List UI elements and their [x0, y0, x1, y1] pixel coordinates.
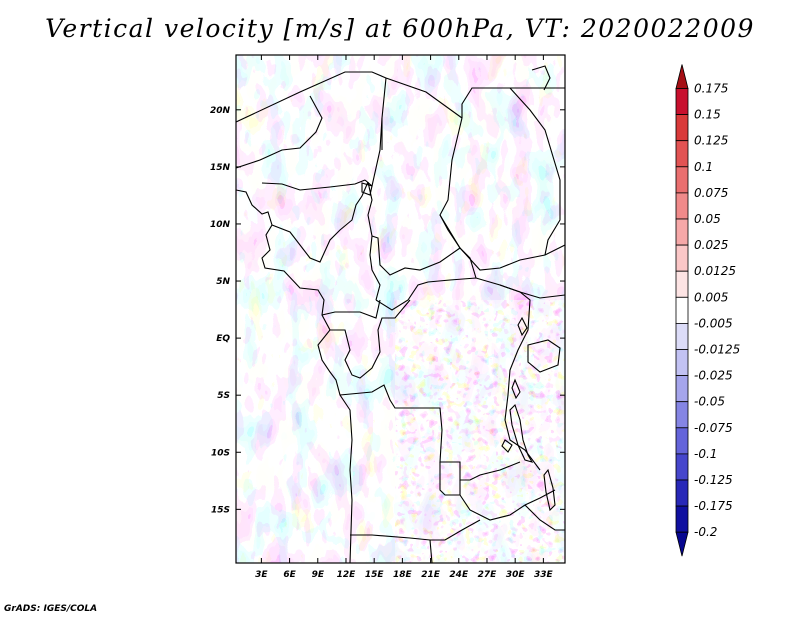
axis-ticks: 3E 6E 9E 12E 15E 18E 21E 24E 27E 30E 33E 20N 15N 10N 5… [210, 55, 565, 580]
border-angola-zambia [439, 462, 461, 496]
colorbar-label: 0.175 [694, 82, 728, 96]
lon-tick-label: 24E [449, 570, 469, 580]
colorbar-label: -0.125 [694, 473, 733, 487]
colorbar-bin [675, 270, 689, 298]
lat-tick-label: 10N [210, 220, 231, 230]
border-mali-niger [236, 95, 323, 169]
colorbar-bin [675, 166, 689, 194]
lake-kivu [511, 378, 521, 400]
border-niger-nigeria [261, 179, 366, 191]
colorbar-label: -0.2 [694, 525, 717, 539]
lon-tick-label: 18E [393, 570, 413, 580]
colorbar-bin [675, 192, 689, 220]
lat-tick-label: 15N [210, 163, 231, 173]
lat-tick-label: 5N [216, 277, 230, 287]
border-botswana [429, 539, 433, 563]
colorbar-label: 0.125 [694, 134, 728, 148]
colorbar-label: -0.1 [694, 447, 717, 461]
colorbar-label: -0.175 [694, 499, 733, 513]
colorbar-label: -0.025 [694, 369, 733, 383]
coastline-west-africa [236, 189, 353, 563]
border-zambia-south [459, 489, 556, 521]
border-libya-sudan [461, 87, 565, 118]
lat-tick-label: 10S [211, 448, 230, 458]
colorbar-bin [675, 218, 689, 246]
colorbar-bin [675, 401, 689, 429]
colorbar-bin [675, 114, 689, 142]
lake-victoria [527, 339, 561, 373]
lat-tick-label: EQ [216, 334, 230, 344]
colorbar-label: -0.075 [694, 421, 733, 435]
lake-mweru [501, 439, 513, 453]
colorbar-bin [675, 479, 689, 507]
border-chad-car [371, 235, 461, 276]
convective-cells-region [395, 300, 565, 563]
border-drc-angola [339, 384, 521, 481]
lake-chad [361, 182, 373, 196]
lon-tick-label: 3E [255, 570, 268, 580]
lon-tick-label: 27E [478, 570, 498, 580]
border-congo [330, 299, 411, 379]
border-drc-east [499, 284, 541, 471]
colorbar-label: 0.15 [694, 108, 721, 122]
lake-albert [517, 316, 528, 337]
country-borders [236, 65, 565, 563]
lon-tick-label: 6E [283, 570, 296, 580]
colorbar-bin [675, 427, 689, 455]
colorbar-label: 0.1 [694, 160, 713, 174]
map-title: Vertical velocity [m/s] at 600hPa, VT: 2… [45, 14, 755, 43]
colorbar-label: -0.005 [694, 316, 733, 330]
lon-tick-label: 30E [506, 570, 526, 580]
colorbar-bin [675, 375, 689, 403]
lat-tick-label: 5S [217, 391, 230, 401]
colorbar-bin [675, 140, 689, 168]
colorbar-label: -0.05 [694, 395, 725, 409]
lon-tick-label: 9E [312, 570, 325, 580]
lon-tick-label: 12E [337, 570, 357, 580]
border-cameroon-gabon [321, 299, 381, 319]
lon-tick-label: 15E [365, 570, 385, 580]
grads-credit: GrADS: IGES/COLA [4, 604, 98, 614]
colorbar-bottom-arrow [675, 531, 689, 557]
colorbar-top-arrow [675, 64, 689, 89]
colorbar-label: 0.025 [694, 238, 728, 252]
colorbar-bin [675, 88, 689, 116]
lon-tick-label: 21E [421, 570, 441, 580]
colorbar-bin [675, 322, 689, 350]
colorbar-label: 0.05 [694, 212, 721, 226]
map-frame [235, 54, 566, 564]
lat-tick-label: 15S [211, 505, 230, 515]
colorbar-label: 0.005 [694, 290, 728, 304]
border-ethiopia [509, 87, 561, 256]
border-nigeria-cameroon [271, 181, 369, 263]
colorbar-bin [675, 349, 689, 377]
border-algeria-niger [236, 71, 387, 123]
colorbar-bin [675, 453, 689, 481]
border-car-drc [375, 277, 565, 311]
colorbar-label: 0.075 [694, 186, 728, 200]
lat-tick-label: 20N [210, 106, 231, 116]
colorbar-label: 0.0125 [694, 264, 736, 278]
lake-tanganyika [509, 403, 534, 463]
border-zimbabwe [524, 504, 565, 531]
lon-tick-label: 33E [534, 570, 554, 580]
map-panel: 3E 6E 9E 12E 15E 18E 21E 24E 27E 30E 33E 20N 15N 10N 5… [210, 54, 566, 580]
red-sea-coast [531, 65, 551, 91]
lake-malawi [543, 468, 556, 512]
colorbar-bin [675, 244, 689, 272]
colorbar-bin [675, 505, 689, 533]
colorbar-bin [675, 296, 689, 324]
border-libya-niger [385, 77, 463, 119]
colorbar-label: -0.0125 [694, 343, 740, 357]
border-cameroon-chad [367, 181, 381, 301]
colorbar: 0.175 0.15 0.125 0.1 0.075 0.05 0.025 0.0125 0.0… [675, 64, 740, 557]
